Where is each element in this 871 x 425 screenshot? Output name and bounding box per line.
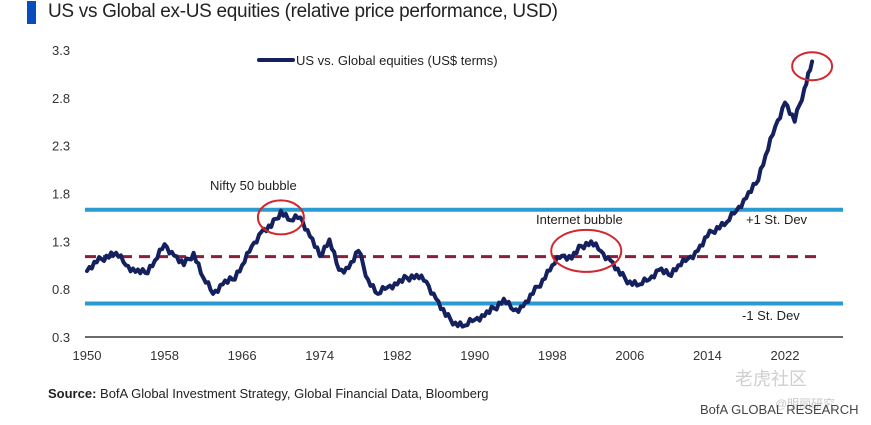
highlight-ellipses <box>256 51 834 273</box>
x-tick-label: 1990 <box>460 348 489 363</box>
y-tick-label: 2.8 <box>52 91 70 106</box>
reference-lines <box>85 207 843 306</box>
y-axis-ticks: 3.3 2.8 2.3 1.8 1.3 0.8 0.3 <box>52 43 70 345</box>
highlight-current-peak <box>791 51 834 82</box>
chart-title: US vs Global ex-US equities (relative pr… <box>48 1 558 22</box>
annotation-nifty-50-bubble: Nifty 50 bubble <box>210 178 297 193</box>
title-accent-bar <box>27 1 36 24</box>
y-tick-label: 2.3 <box>52 139 70 154</box>
annotation-internet-bubble: Internet bubble <box>536 212 623 227</box>
brand-label: BofA GLOBAL RESEARCH <box>700 402 859 417</box>
y-tick-label: 0.3 <box>52 330 70 345</box>
source-label: Source: <box>48 386 97 401</box>
x-axis-ticks: 1950 1958 1966 1974 1982 1990 1998 2006 2014 2022 <box>73 348 800 363</box>
y-tick-label: 3.3 <box>52 43 70 58</box>
label-minus-1-std-dev: -1 St. Dev <box>742 308 800 323</box>
y-tick-label: 0.8 <box>52 282 70 297</box>
x-tick-label: 2006 <box>615 348 644 363</box>
x-tick-label: 1966 <box>228 348 257 363</box>
source-note: Source: BofA Global Investment Strategy,… <box>48 386 489 401</box>
watermark-logo: 老虎社区 <box>735 369 807 389</box>
source-text: BofA Global Investment Strategy, Global … <box>96 386 489 401</box>
y-tick-label: 1.3 <box>52 234 70 249</box>
series-line-us-vs-global <box>85 59 815 329</box>
watermark-handle: @明丽研究 <box>775 397 836 411</box>
legend-label: US vs. Global equities (US$ terms) <box>296 53 498 68</box>
y-tick-label: 1.8 <box>52 186 70 201</box>
highlight-internet-bubble <box>550 228 623 273</box>
x-tick-label: 1950 <box>73 348 102 363</box>
x-tick-label: 2014 <box>693 348 722 363</box>
highlight-nifty-50-bubble <box>256 199 305 236</box>
label-plus-1-std-dev: +1 St. Dev <box>746 212 808 227</box>
x-tick-label: 1998 <box>538 348 567 363</box>
x-tick-label: 2022 <box>771 348 800 363</box>
legend: US vs. Global equities (US$ terms) <box>257 53 498 68</box>
x-tick-label: 1958 <box>150 348 179 363</box>
x-tick-label: 1982 <box>383 348 412 363</box>
x-tick-label: 1974 <box>305 348 334 363</box>
